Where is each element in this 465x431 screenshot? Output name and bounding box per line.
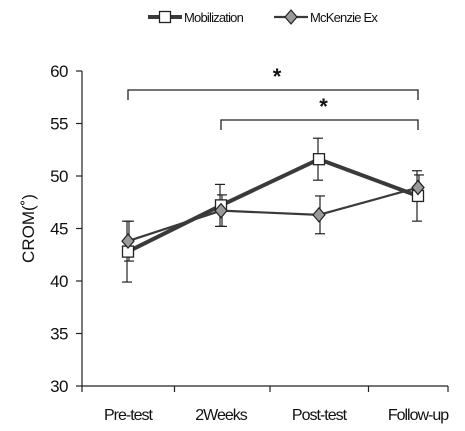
legend-marker-mckenzie bbox=[284, 9, 298, 25]
x-tick-label: Pre-test bbox=[104, 407, 154, 424]
y-tick-label: 30 bbox=[50, 377, 68, 396]
series-line-mobilization bbox=[127, 157, 419, 254]
axes-group: 30 35 40 45 50 55 60 Pre-test 2Weeks Post-test Fol… bbox=[19, 62, 450, 424]
y-tick-label: 40 bbox=[50, 272, 68, 291]
legend-marker-mobilization bbox=[158, 10, 172, 24]
significance-bracket bbox=[127, 89, 419, 100]
y-tick-label: 60 bbox=[50, 62, 68, 81]
data-point-mckenzie bbox=[121, 233, 135, 250]
y-tick-label: 50 bbox=[50, 167, 68, 186]
x-tick-label: Follow-up bbox=[388, 407, 449, 424]
legend-label-mobilization: Mobilization bbox=[184, 10, 244, 25]
y-axis-label: CROM(˚) bbox=[19, 194, 38, 263]
significance-group: ** bbox=[127, 64, 419, 130]
x-tick-label: 2Weeks bbox=[195, 407, 248, 424]
x-tick-label: Post-test bbox=[292, 407, 348, 424]
y-tick-label: 55 bbox=[50, 115, 68, 134]
series-line-mckenzie-ex bbox=[127, 186, 419, 243]
y-tick-label: 35 bbox=[50, 325, 68, 344]
data-point-mckenzie bbox=[214, 202, 228, 219]
legend: Mobilization McKenzie Ex bbox=[148, 9, 379, 25]
data-point-mckenzie bbox=[312, 206, 326, 223]
legend-label-mckenzie: McKenzie Ex bbox=[310, 10, 378, 25]
data-point-mckenzie bbox=[411, 179, 425, 196]
data-point-mobilization bbox=[312, 153, 326, 166]
significance-bracket bbox=[220, 119, 419, 130]
significance-star: * bbox=[273, 64, 282, 89]
series-group bbox=[121, 137, 425, 283]
y-tick-label: 45 bbox=[50, 220, 68, 239]
significance-star: * bbox=[319, 94, 328, 119]
